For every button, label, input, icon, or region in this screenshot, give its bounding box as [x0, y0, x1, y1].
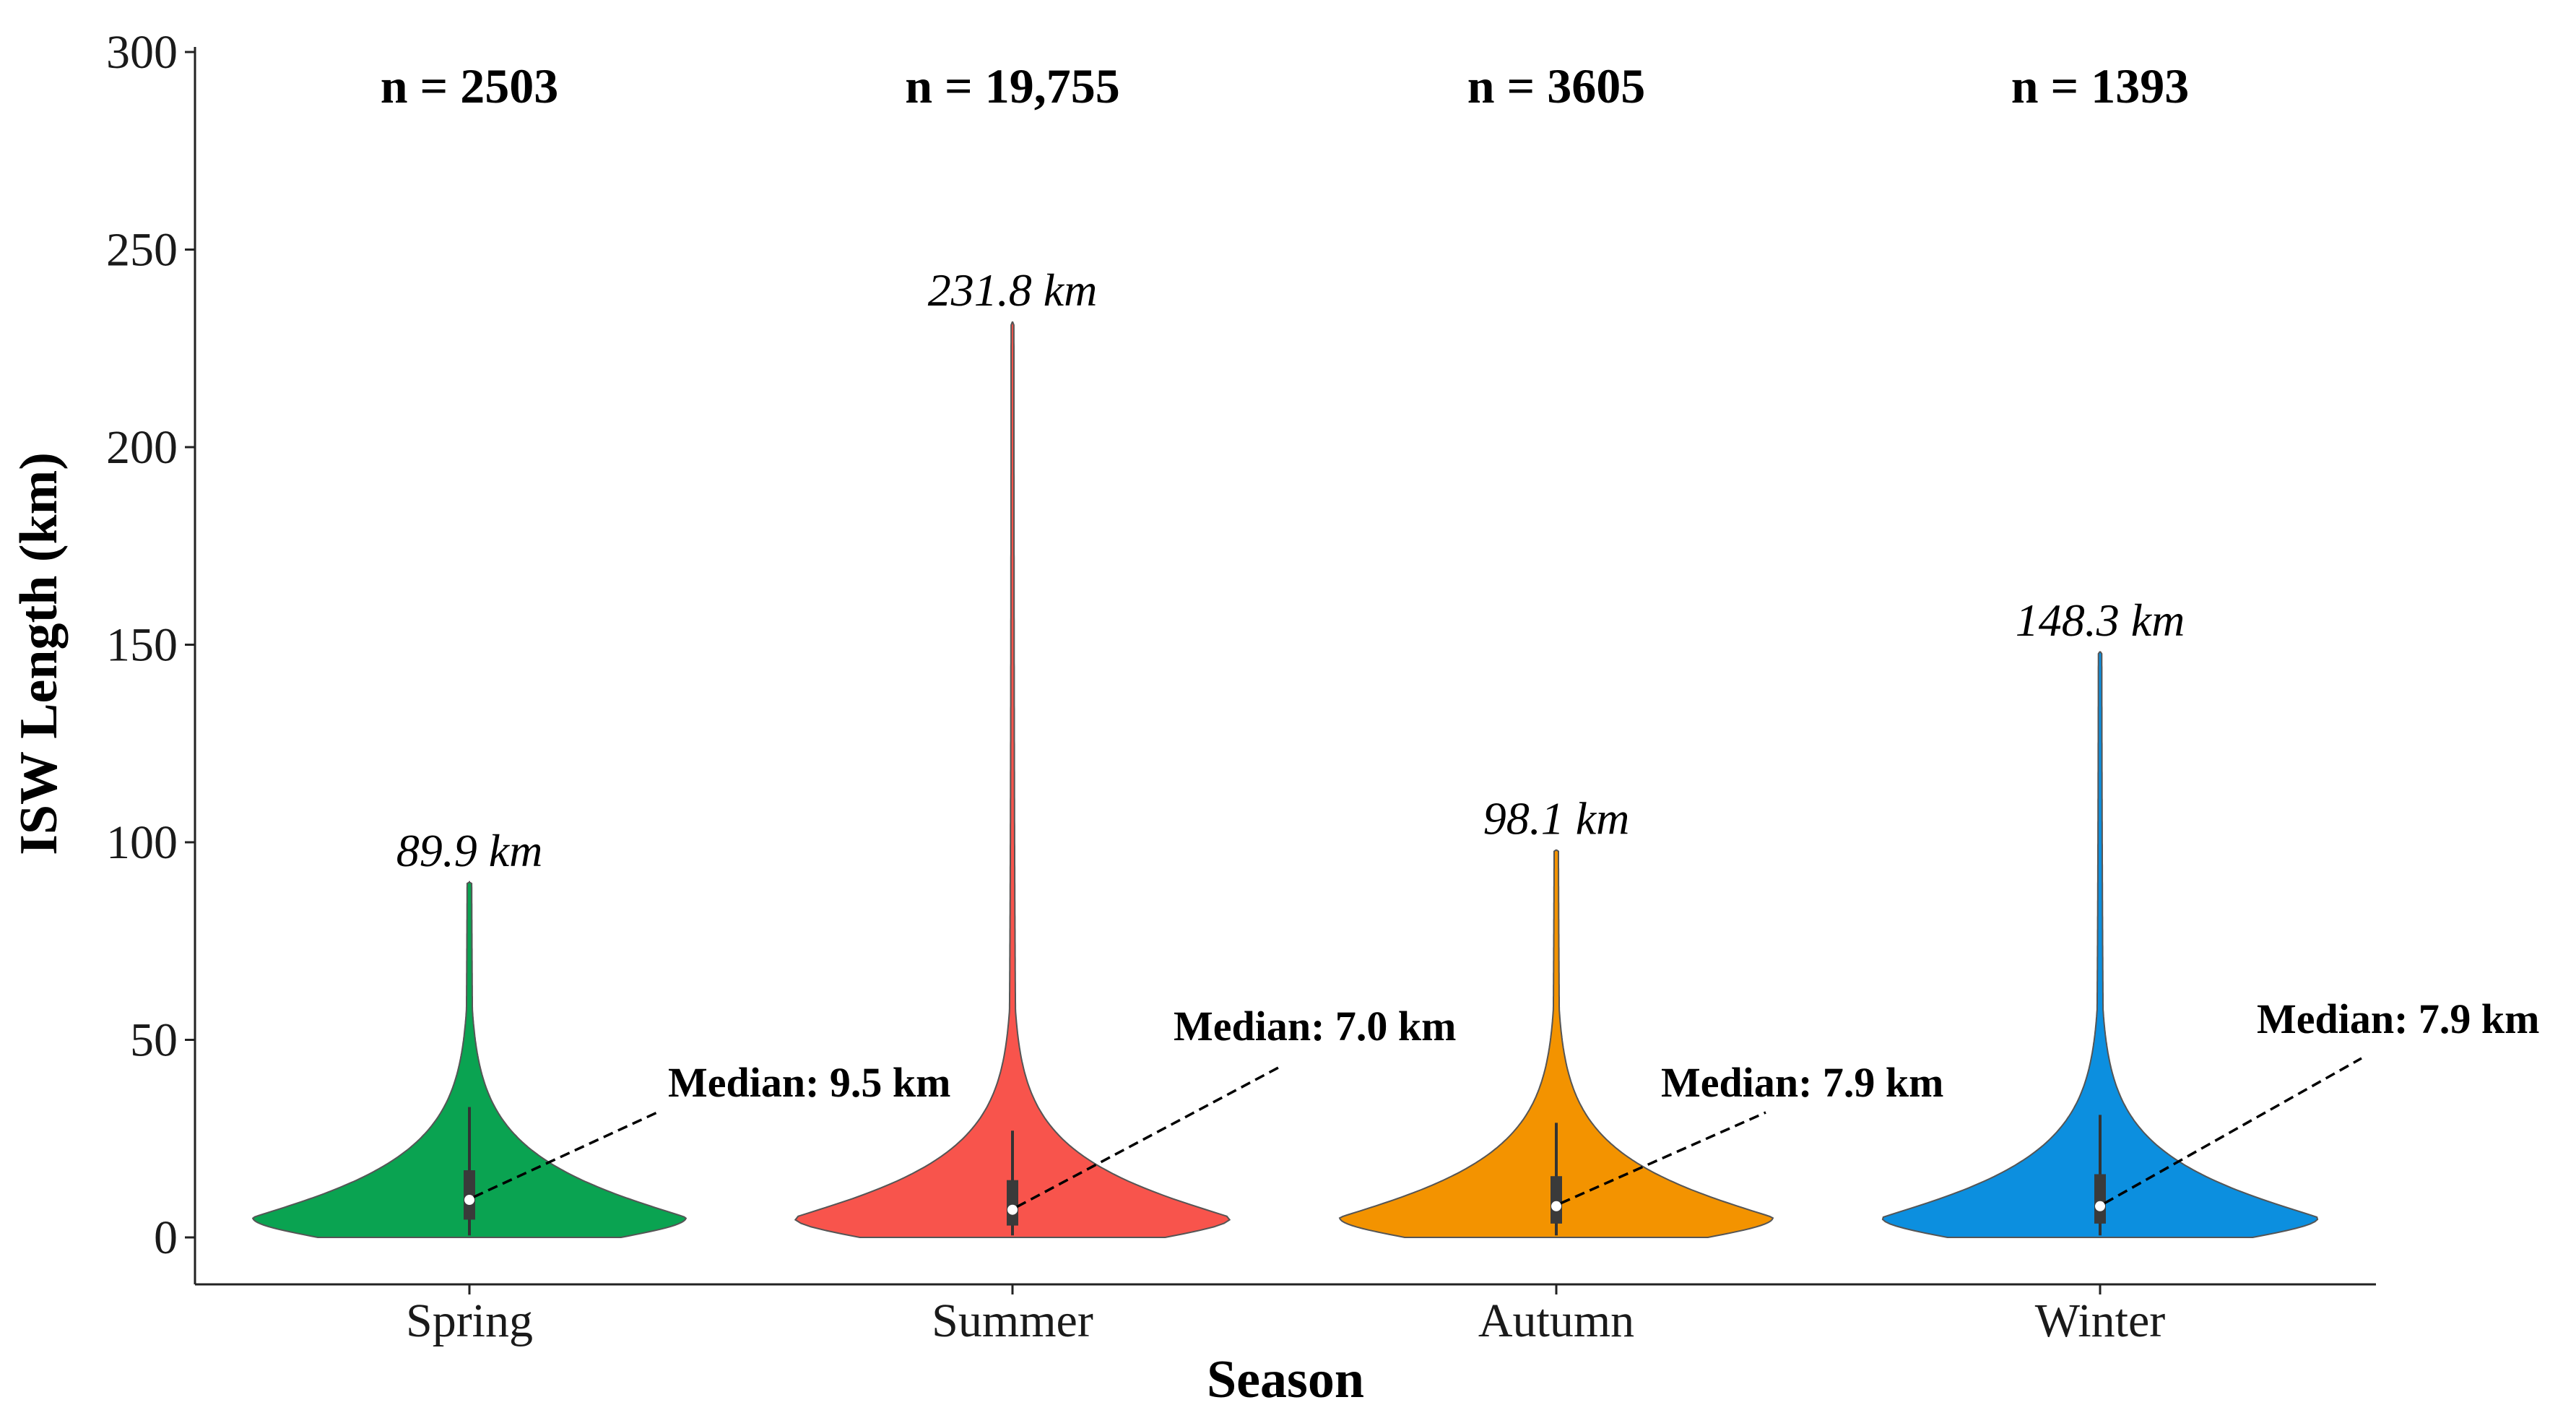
max-label-winter: 148.3 km: [2016, 595, 2185, 646]
y-tick-label: 100: [106, 816, 178, 869]
iqr-box-summer: [1007, 1180, 1018, 1226]
x-tick-label: Spring: [406, 1294, 533, 1347]
max-label-autumn: 98.1 km: [1483, 792, 1630, 844]
max-label-summer: 231.8 km: [928, 264, 1098, 316]
y-axis-title: ISW Length (km): [9, 452, 69, 855]
y-ticks: 0 50 100 150 200 250 300: [106, 26, 195, 1264]
x-axis-title: Season: [1207, 1350, 1364, 1409]
n-label-autumn: n = 3605: [1467, 59, 1646, 113]
y-tick-label: 200: [106, 421, 178, 474]
y-tick-label: 150: [106, 619, 178, 672]
median-label-autumn: Median: 7.9 km: [1661, 1059, 1944, 1106]
median-leader-spring: [473, 1111, 658, 1198]
y-tick-label: 300: [106, 26, 178, 79]
median-label-winter: Median: 7.9 km: [2257, 995, 2540, 1042]
x-tick-label: Autumn: [1478, 1294, 1634, 1347]
max-label-spring: 89.9 km: [396, 825, 543, 876]
median-leader-winter: [2104, 1057, 2362, 1205]
violin-layer: [251, 321, 2319, 1238]
median-point-winter: [2095, 1201, 2105, 1211]
iqr-box-autumn: [1551, 1176, 1562, 1224]
x-ticks: Spring Summer Autumn Winter: [406, 1284, 2165, 1347]
median-label-summer: Median: 7.0 km: [1174, 1003, 1457, 1050]
iqr-box-winter: [2094, 1174, 2106, 1224]
violin-winter: [1881, 651, 2319, 1238]
violin-spring: [251, 881, 688, 1238]
x-tick-label: Winter: [2035, 1294, 2166, 1347]
y-tick-label: 250: [106, 224, 178, 277]
n-label-winter: n = 1393: [2011, 59, 2190, 113]
median-leader-summer: [1016, 1066, 1279, 1209]
median-label-spring: Median: 9.5 km: [668, 1059, 951, 1106]
median-point-spring: [464, 1195, 474, 1206]
annotation-layer: n = 2503 89.9 km Median: 9.5 km n = 19,755 2…: [381, 59, 2540, 1209]
violin-autumn: [1338, 849, 1774, 1238]
median-point-autumn: [1551, 1201, 1561, 1211]
y-tick-label: 50: [130, 1014, 178, 1067]
violin-summer: [794, 321, 1231, 1238]
axes-layer: [194, 47, 2376, 1286]
box-layer: [464, 1107, 2106, 1236]
n-label-summer: n = 19,755: [905, 59, 1120, 113]
n-label-spring: n = 2503: [381, 59, 559, 113]
y-tick-label: 0: [154, 1211, 178, 1264]
x-tick-label: Summer: [932, 1294, 1093, 1347]
median-point-summer: [1007, 1204, 1018, 1215]
median-leader-autumn: [1560, 1111, 1766, 1205]
